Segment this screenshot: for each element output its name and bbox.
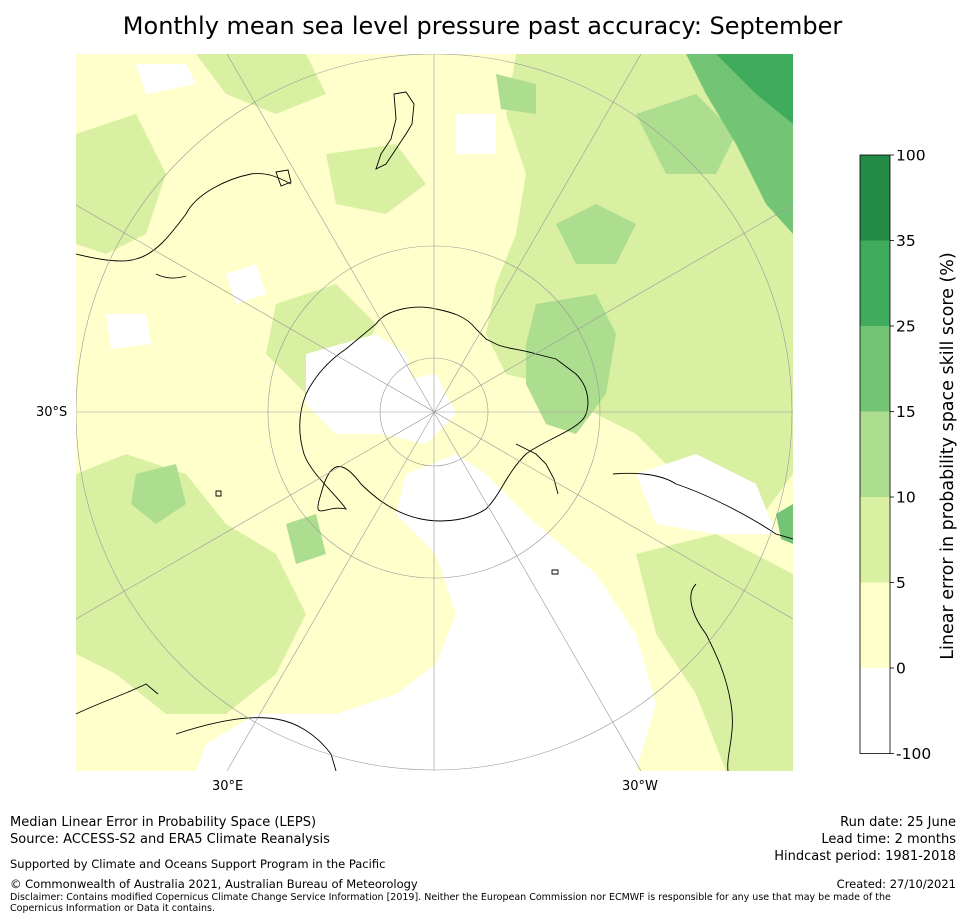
colorbar-band [860,155,890,241]
colorbar-label: Linear error in probability space skill … [938,252,958,660]
footer-copyright: © Commonwealth of Australia 2021, Austra… [10,877,418,891]
colorbar-tick-label: 15 [896,403,916,421]
colorbar-band [860,326,890,412]
skill-10-15-regions [131,74,736,564]
colorbar-band [860,240,890,326]
lat-label-30s: 30°S [36,405,68,420]
polar-map [76,54,793,771]
colorbar-tick-label: 0 [896,660,906,678]
colorbar-tick-label: -100 [896,745,931,760]
colorbar-tick-label: 5 [896,574,906,592]
coastlines [76,91,793,771]
graticule [76,54,793,771]
colorbar-outline [859,154,891,754]
colorbar-band [860,411,890,497]
footer-lead-time: Lead time: 2 months [821,832,956,847]
colorbar-band [860,582,890,668]
footer-disclaimer: Disclaimer: Contains modified Copernicus… [10,892,891,914]
colorbar-tick-label: 25 [896,318,916,336]
colorbar-tick-label: 100 [896,150,926,165]
lon-label-30w: 30°W [622,779,658,794]
footer-created: Created: 27/10/2021 [836,877,956,891]
footer-hindcast: Hindcast period: 1981-2018 [774,849,956,864]
footer-source: Source: ACCESS-S2 and ERA5 Climate Reana… [10,832,330,847]
skill-15-35-regions [686,54,793,544]
colorbar-tick-label: 10 [896,489,916,507]
colorbar-tick-label: 35 [896,232,916,250]
footer-leps: Median Linear Error in Probability Space… [10,815,317,830]
lon-label-30e: 30°E [212,779,244,794]
footer-support: Supported by Climate and Oceans Support … [10,857,386,871]
footer-run-date: Run date: 25 June [840,815,956,830]
colorbar: 100 35 25 15 10 5 0 -100 [859,150,931,760]
colorbar-band [860,668,890,754]
colorbar-band [860,497,890,583]
map-title: Monthly mean sea level pressure past acc… [122,12,843,40]
